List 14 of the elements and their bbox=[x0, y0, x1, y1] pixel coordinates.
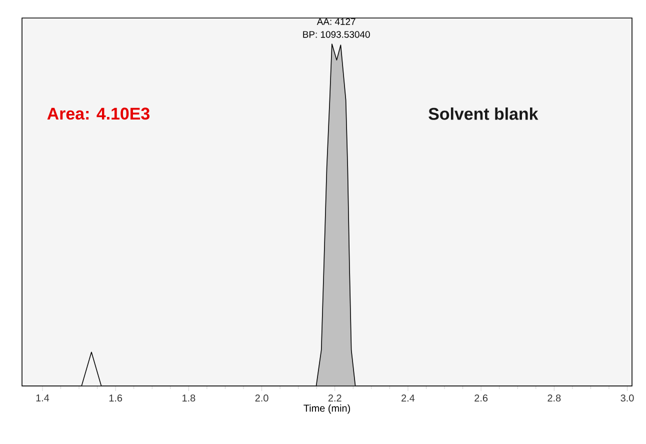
x-tick-label: 1.4 bbox=[36, 394, 50, 402]
annotation: BP: 1093.53040 bbox=[303, 31, 370, 38]
x-tick-label: 1.8 bbox=[182, 394, 196, 402]
annotation: Solvent blank bbox=[428, 107, 538, 120]
x-axis-title: Time (min) bbox=[304, 404, 350, 414]
annotation: AA: 4127 bbox=[316, 18, 356, 25]
annotation: Area: 4.10E3 bbox=[47, 108, 150, 120]
x-tick-label: 2.4 bbox=[402, 394, 415, 402]
x-tick-label: 2.0 bbox=[255, 394, 268, 402]
x-tick-label: 3.0 bbox=[620, 394, 634, 402]
x-tick-label: 2.8 bbox=[548, 394, 561, 402]
x-tick-label: 2.2 bbox=[328, 394, 342, 402]
x-tick-label: 1.6 bbox=[109, 394, 122, 402]
x-tick-label: 2.6 bbox=[474, 394, 488, 402]
